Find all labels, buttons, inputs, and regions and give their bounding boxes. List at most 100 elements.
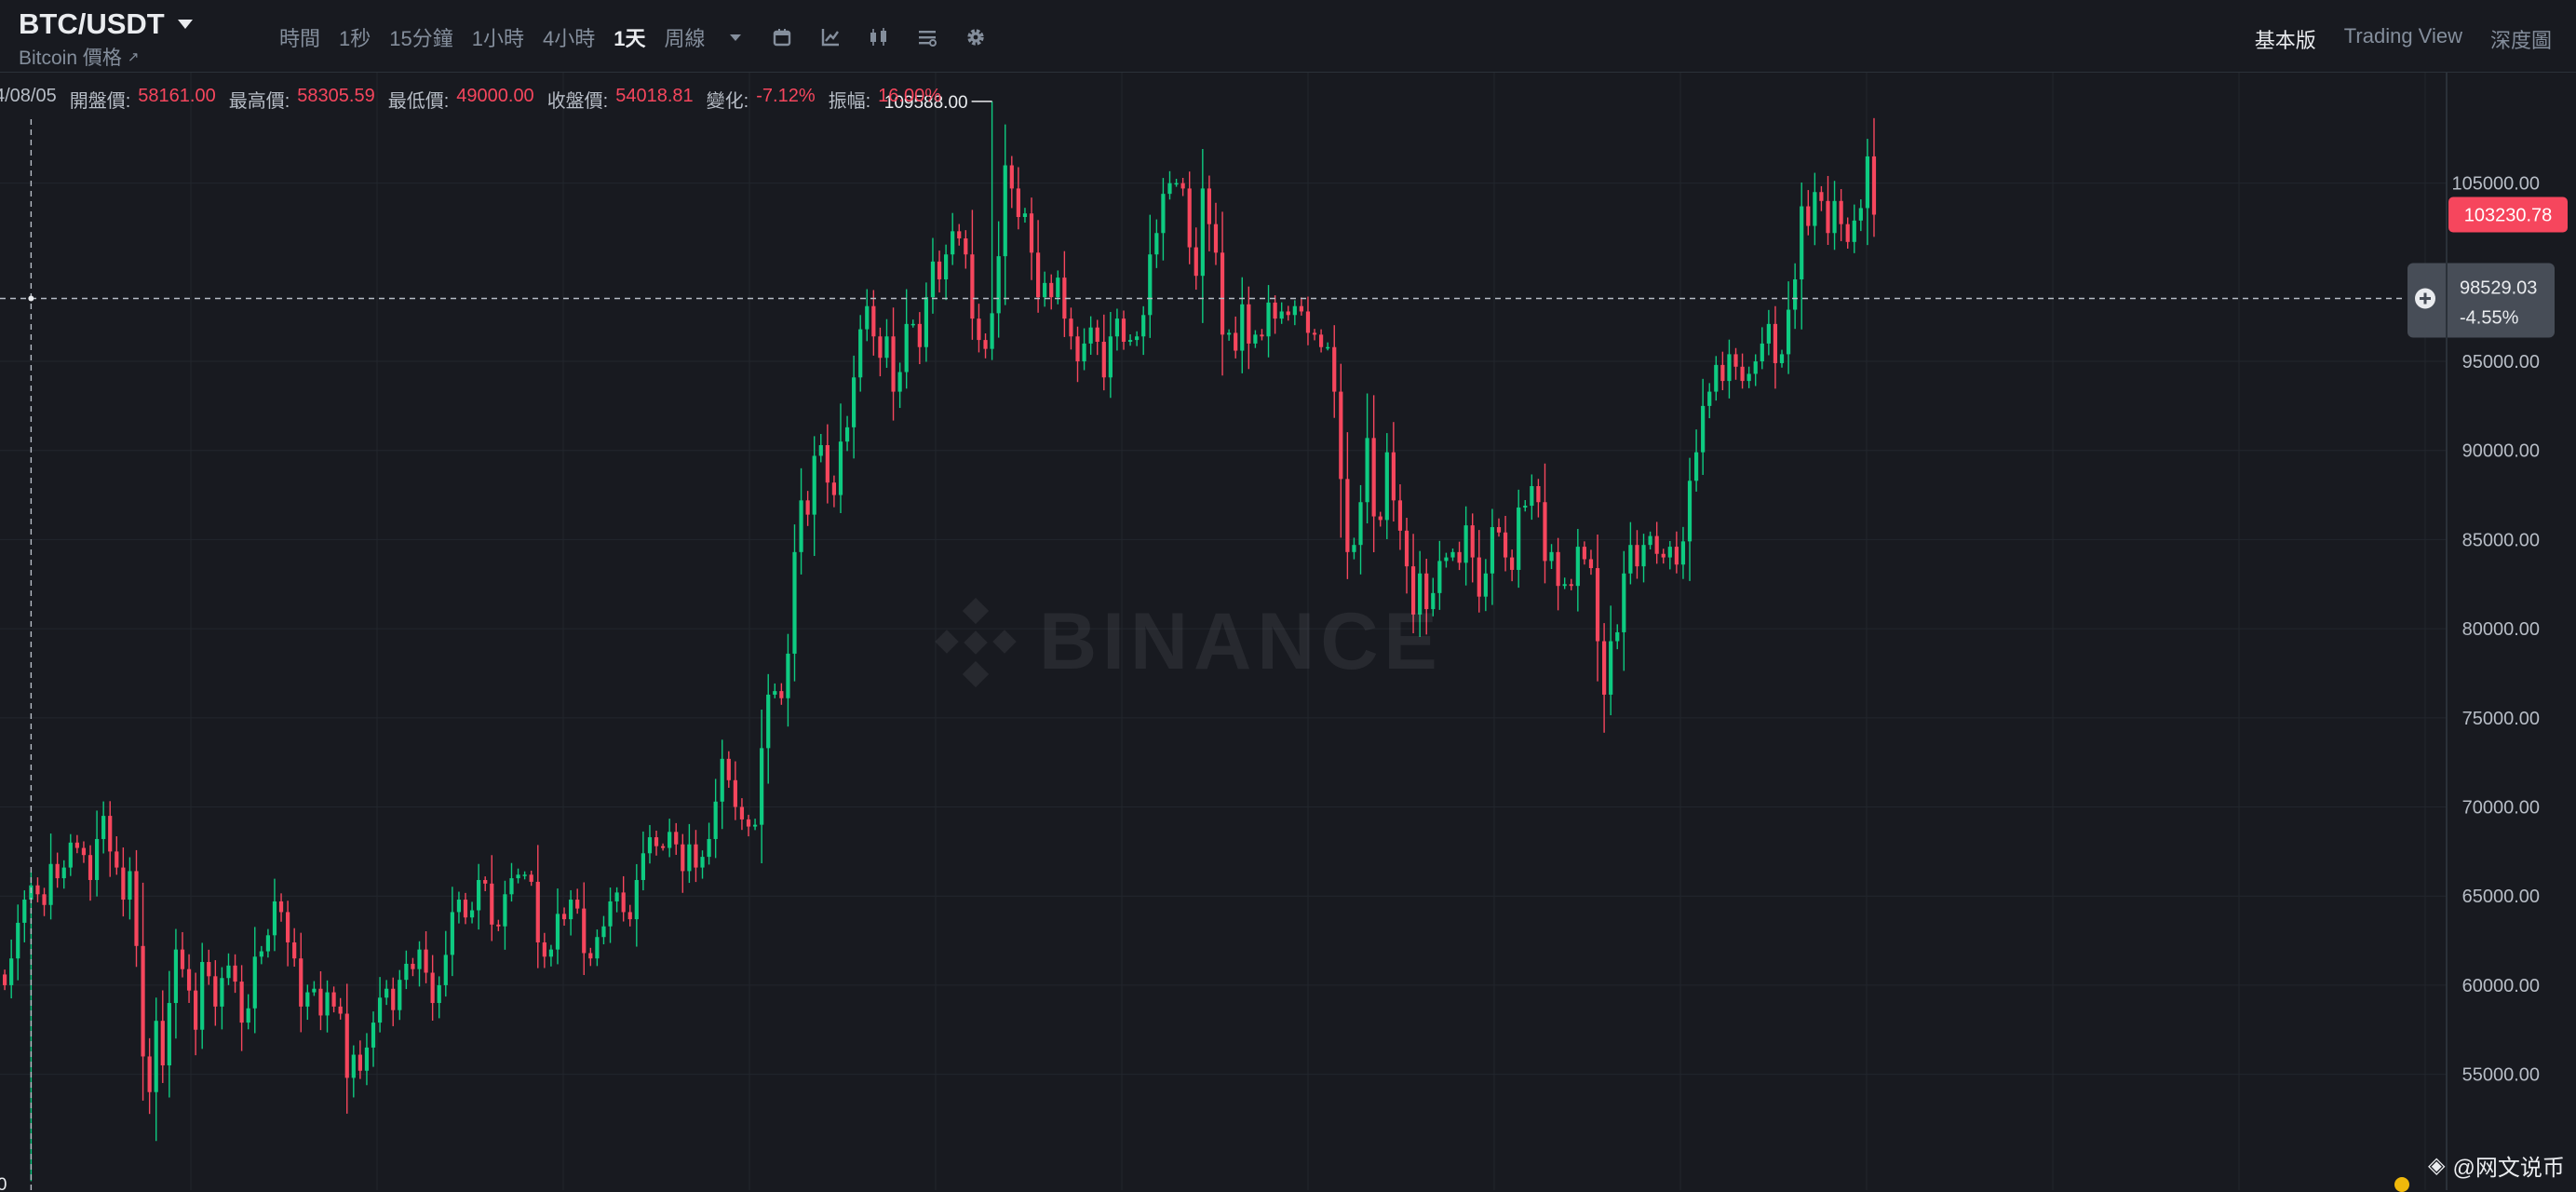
candle-body	[825, 445, 829, 483]
candle-body	[844, 427, 850, 442]
candle-body	[555, 914, 560, 950]
candle-body	[1510, 557, 1515, 570]
candle-body	[1609, 641, 1613, 695]
candle-body	[1760, 343, 1764, 362]
calendar-icon[interactable]	[770, 25, 794, 49]
candle-body	[437, 984, 441, 1004]
candle-body	[469, 910, 475, 918]
candle-body	[542, 941, 546, 957]
candle-body	[404, 963, 409, 981]
indicator-icon[interactable]	[818, 25, 843, 49]
candles	[3, 101, 1877, 1182]
chart-grid	[0, 73, 2447, 1190]
candle-body	[1352, 545, 1356, 552]
settings-panel-icon[interactable]	[915, 25, 939, 49]
candle-body	[733, 779, 737, 807]
pair-subtitle[interactable]: Bitcoin 價格 ↗	[19, 43, 139, 71]
candle-body	[1641, 545, 1646, 567]
candle-body	[1523, 506, 1528, 508]
interval-1s[interactable]: 1秒	[339, 27, 371, 50]
view-tradingview[interactable]: Trading View	[2343, 24, 2462, 47]
candle-body	[996, 256, 1001, 314]
candle-body	[1773, 323, 1778, 363]
candle-body	[463, 900, 468, 918]
candle-body	[108, 816, 113, 852]
candle-body	[818, 445, 823, 456]
interval-1w[interactable]: 周線	[664, 27, 706, 50]
interval-15m[interactable]: 15分鐘	[389, 27, 453, 50]
candle-body	[1819, 192, 1824, 201]
candle-body	[411, 963, 415, 969]
candle-body	[1720, 364, 1725, 382]
candle-body	[1714, 364, 1719, 392]
interval-4h[interactable]: 4小時	[543, 27, 596, 50]
interval-1d[interactable]: 1天	[614, 27, 646, 50]
candle-body	[1588, 559, 1594, 569]
candle-body	[94, 838, 100, 880]
y-tick-label: 70000.00	[2462, 798, 2540, 819]
candle-body	[430, 972, 435, 1004]
interval-toolbar: 時間 1秒 15分鐘 1小時 4小時 1天 周線	[270, 22, 1000, 52]
candle-body	[1187, 188, 1192, 248]
credit: ◈ @网文说币	[2394, 1149, 2565, 1192]
gear-icon[interactable]	[964, 25, 988, 49]
view-basic[interactable]: 基本版	[2254, 29, 2316, 52]
status-dot	[2394, 1177, 2409, 1192]
candle-body	[1075, 336, 1080, 362]
candle-body	[1135, 336, 1140, 341]
candle-body	[1088, 327, 1093, 344]
candle-body	[726, 758, 731, 780]
amplitude-label: 振幅:	[828, 91, 871, 112]
candle-body	[871, 305, 876, 337]
candle-body	[331, 992, 336, 1007]
candle-body	[1707, 391, 1712, 406]
close-value: 54018.81	[615, 86, 694, 106]
candle-body	[1200, 188, 1205, 277]
candle-body	[1358, 502, 1363, 546]
candle-body	[74, 842, 79, 848]
candle-body	[357, 1054, 362, 1071]
candle-body	[970, 254, 975, 319]
candle-body	[1569, 584, 1573, 587]
candle-body	[891, 336, 896, 392]
candle-body	[1332, 346, 1337, 392]
view-depth[interactable]: 深度圖	[2489, 29, 2552, 52]
candle-body	[398, 980, 402, 1010]
candle-body	[1865, 156, 1870, 209]
pair-selector[interactable]: BTC/USDT	[19, 7, 193, 41]
plus-circle-icon[interactable]	[2415, 288, 2435, 309]
candle-body	[831, 482, 837, 495]
high-value: 58305.59	[297, 86, 375, 106]
interval-dropdown-icon[interactable]	[729, 34, 741, 41]
candles-icon[interactable]	[867, 25, 891, 49]
min-price-label: 49000.00	[0, 1175, 7, 1190]
open-value: 58161.00	[138, 86, 216, 106]
candle-body	[259, 951, 263, 957]
interval-time[interactable]: 時間	[279, 27, 321, 50]
candle-body	[1800, 206, 1804, 280]
candle-body	[760, 748, 764, 825]
candle-body	[154, 1021, 158, 1092]
candle-body	[1490, 527, 1495, 574]
amplitude-value: 16.00%	[878, 86, 942, 106]
interval-1h[interactable]: 1小時	[471, 27, 524, 50]
candle-body	[595, 937, 600, 959]
chart-overlay: 109588.00 49000.00 98529.03 -4.55% 103230.78	[0, 93, 2568, 1190]
candle-body	[746, 819, 751, 827]
candle-body	[641, 853, 645, 880]
candle-body	[364, 1047, 370, 1071]
candle-body	[1095, 327, 1099, 342]
candle-body	[1517, 507, 1521, 570]
change-value: -7.12%	[756, 86, 816, 106]
last-price-badge	[2448, 196, 2568, 233]
candle-body	[1826, 200, 1830, 234]
candle-body	[35, 885, 40, 895]
candle-body	[1220, 252, 1225, 335]
candle-body	[1575, 547, 1580, 587]
candle-body	[1397, 500, 1403, 531]
y-tick-label: 105000.00	[2451, 174, 2540, 195]
candle-body	[344, 1013, 349, 1078]
candle-body	[1496, 527, 1502, 533]
candle-body	[614, 892, 619, 901]
